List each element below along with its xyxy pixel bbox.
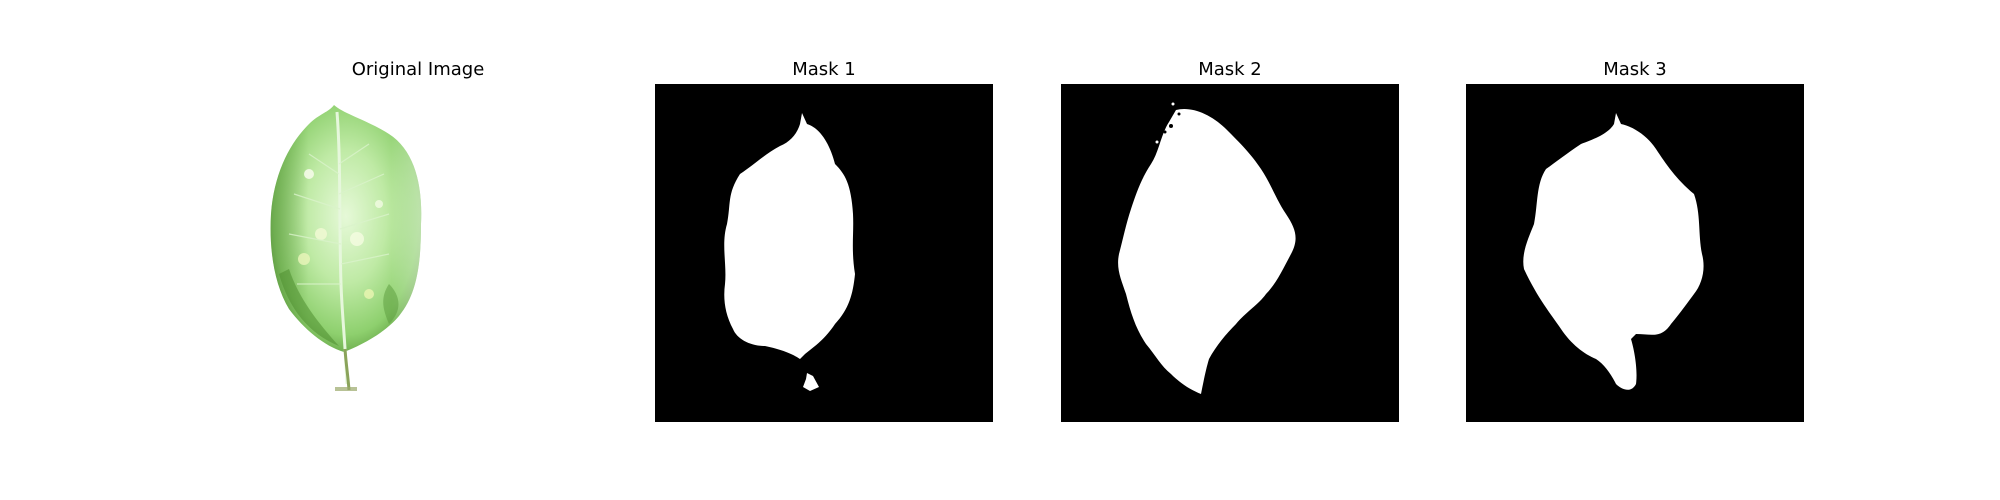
leaf-midrib [335, 111, 349, 385]
panel-title-mask-3: Mask 3 [1603, 59, 1667, 80]
mask-1-image [655, 84, 993, 422]
mask-speckle [1171, 102, 1175, 106]
leaf-side-veins [288, 143, 390, 285]
panel-title-original-image: Original Image [351, 59, 485, 80]
original-image-panel [249, 84, 587, 422]
mask-region [724, 113, 855, 359]
leaf-spot [298, 253, 310, 265]
stem-base [335, 387, 357, 391]
leaf-stem [343, 348, 351, 391]
panel-title-mask-2: Mask 2 [1198, 59, 1262, 80]
leaf-shading [270, 105, 422, 352]
leaf-spot [375, 200, 383, 208]
mask-2-image [1061, 84, 1399, 422]
mask-speckle [1155, 140, 1159, 144]
mask-2-panel [1061, 84, 1399, 422]
mask-speckle [1163, 130, 1167, 134]
leaf-spot [315, 228, 327, 240]
leaf-spot [304, 169, 314, 179]
leaf-spot [364, 289, 374, 299]
mask-speckle [1177, 112, 1181, 116]
mask-region-small [803, 373, 819, 391]
leaf-spot [350, 232, 364, 246]
leaf-image [249, 84, 587, 422]
panel-title-mask-1: Mask 1 [792, 59, 856, 80]
mask-3-image [1466, 84, 1804, 422]
mask-speckle [1169, 124, 1173, 128]
leaf-shadow-region [279, 269, 339, 346]
mask-region [1523, 113, 1704, 390]
leaf-shadow-region-right [383, 284, 399, 324]
mask-region [1118, 108, 1296, 394]
mask-3-panel [1466, 84, 1804, 422]
mask-1-panel [655, 84, 993, 422]
